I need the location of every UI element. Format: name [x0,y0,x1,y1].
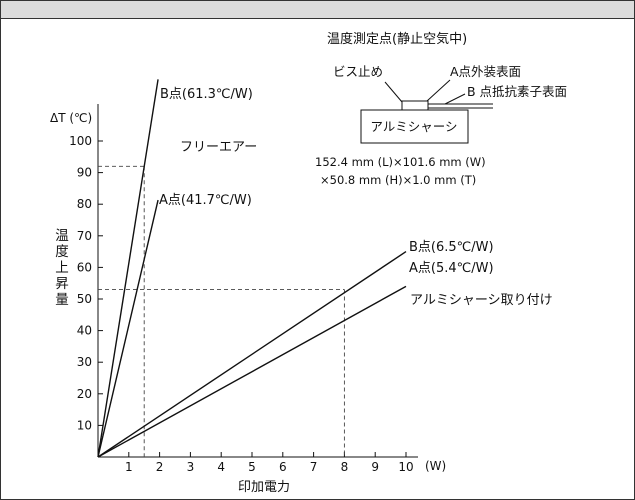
y-tick-label: 70 [77,229,92,243]
header-band [1,1,634,19]
x-tick-label: 5 [248,460,256,474]
x-tick-label: 4 [217,460,225,474]
series-label-a-mounted: A点(5.4℃/W) [409,261,494,276]
guide-lines [98,165,345,457]
y-tick-label: 90 [77,166,92,180]
y-axis-title: ΔT (℃) [50,111,92,125]
series-label-b-mounted: B点(6.5℃/W) [409,240,494,255]
inset-diagram [360,79,493,144]
series-lines [97,79,407,458]
inset-title: 温度測定点(静止空気中) [327,31,467,47]
inset-point-a-label: A点外装表面 [450,64,521,79]
inset-point-a-leader [426,79,451,102]
series-line-4 [97,285,407,458]
inset-point-b-label: B 点抵抗素子表面 [467,84,567,99]
annotation-free-air: フリーエアー [180,140,257,155]
x-tick-label: 10 [398,460,413,474]
y-tick-label: 100 [69,134,92,148]
y-tick-label: 80 [77,197,92,211]
inset-screw-leader [384,81,403,103]
x-axis-title: 印加電力 [238,480,290,495]
series-line-1 [97,79,159,458]
y-tick-label: 50 [77,292,92,306]
x-tick-label: 2 [156,460,164,474]
x-tick-label: 8 [341,460,349,474]
inset-point-b-leader [444,93,466,105]
inset-chassis-label: アルミシャーシ [370,119,457,134]
inset-dimensions-line1: 152.4 mm (L)×101.6 mm (W) [315,155,486,169]
x-tick-label: 6 [279,460,287,474]
axis-ticks: 10 20 30 40 50 60 70 80 90 100 1 2 3 4 5 6 7 8 9 10 [69,134,414,474]
y-tick-label: 30 [77,355,92,369]
y-tick-label: 20 [77,387,92,401]
inset-chassis [360,109,469,144]
x-tick-label: 9 [371,460,379,474]
inset-screw-label: ビス止め [333,64,383,79]
x-tick-label: 1 [125,460,133,474]
annotation-aluminum-mount: アルミシャーシ取り付け [410,293,553,308]
inset-resistor-body [401,100,429,111]
x-tick-label: 7 [310,460,318,474]
y-axis-vertical-title: 温度上昇量 [55,228,69,308]
series-label-a-free: A点(41.7℃/W) [159,193,252,208]
y-tick-label: 60 [77,260,92,274]
x-tick-label: 3 [187,460,195,474]
y-tick-label: 10 [77,418,92,432]
inset-dimensions-line2: ×50.8 mm (H)×1.0 mm (T) [320,173,476,187]
x-axis-unit: (W) [425,459,446,473]
y-tick-label: 40 [77,324,92,338]
series-line-3 [97,251,407,458]
series-line-2 [97,199,159,458]
series-label-b-free: B点(61.3℃/W) [160,87,253,102]
